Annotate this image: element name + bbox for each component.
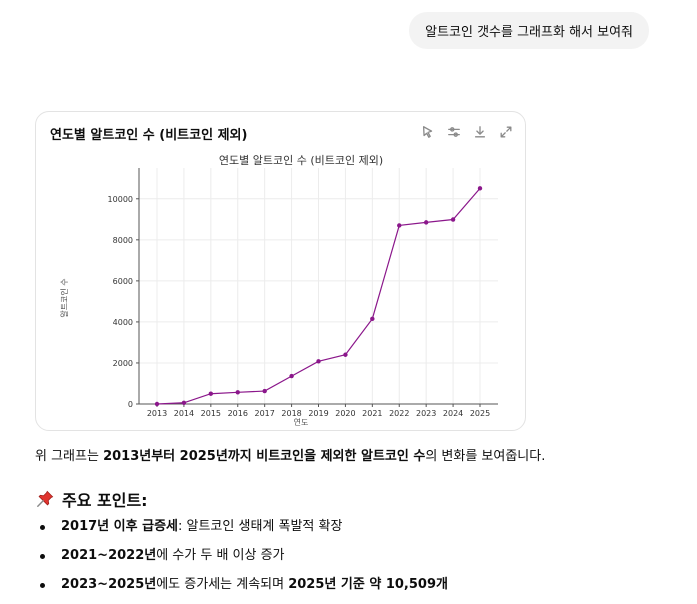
data-point (289, 373, 294, 379)
expand-button[interactable] (497, 123, 515, 141)
chart-card: 연도별 알트코인 수 (비트코인 제외) 연도별 알트코인 수 (비트코인 제외… (35, 111, 526, 431)
download-button[interactable] (471, 123, 489, 141)
x-tick-label: 2023 (416, 409, 436, 418)
y-tick-label: 0 (128, 400, 133, 409)
data-point (262, 388, 267, 394)
line-chart: 연도별 알트코인 수 (비트코인 제외) 0 2000 4000 6000 8000 10… (59, 153, 498, 427)
x-tick-label: 2019 (308, 409, 328, 418)
point-bold-2: 2025년 기준 약 10,509개 (288, 577, 448, 592)
data-point (235, 390, 240, 395)
pushpin-icon (36, 490, 54, 508)
point-text: 에 수가 두 배 이상 증가 (156, 548, 285, 563)
key-points-list: 2017년 이후 급증세: 알트코인 생태계 폭발적 확장 2021~2022년… (36, 517, 448, 604)
data-point (397, 223, 402, 228)
data-point (154, 401, 160, 407)
x-tick-label: 2022 (389, 409, 409, 418)
point-bold: 2017년 이후 급증세 (61, 519, 178, 534)
point-bold: 2021~2022년 (61, 548, 157, 563)
data-point (370, 316, 375, 322)
pointer-button[interactable] (419, 123, 437, 141)
y-axis-label: 알트코인 수 (59, 278, 69, 317)
y-axis-ticks: 0 2000 4000 6000 8000 10000 (108, 195, 139, 409)
list-item: 2021~2022년에 수가 두 배 이상 증가 (36, 546, 448, 575)
chart-caption: 위 그래프는 2013년부터 2025년까지 비트코인을 제외한 알트코인 수의… (35, 445, 545, 464)
data-point (477, 186, 483, 191)
point-text: : 알트코인 생태계 폭발적 확장 (178, 519, 343, 534)
list-item: 2017년 이후 급증세: 알트코인 생태계 폭발적 확장 (36, 517, 448, 546)
caption-suffix: 의 변화를 보여줍니다. (425, 449, 546, 464)
x-tick-label: 2024 (443, 409, 463, 418)
settings-button[interactable] (445, 123, 463, 141)
x-tick-label: 2020 (335, 409, 355, 418)
list-item: 2023~2025년에도 증가세는 계속되며 2025년 기준 약 10,509… (36, 575, 448, 604)
y-tick-label: 10000 (108, 195, 133, 204)
key-points-heading: 주요 포인트: (36, 487, 148, 511)
chart-series (154, 186, 483, 407)
x-tick-label: 2015 (201, 409, 221, 418)
user-message-bubble: 알트코인 갯수를 그래프화 해서 보여줘 (409, 12, 649, 49)
point-text: 에도 증가세는 계속되며 (156, 577, 289, 592)
x-tick-label: 2014 (174, 409, 194, 418)
x-tick-label: 2018 (281, 409, 301, 418)
point-bold: 2023~2025년 (61, 577, 157, 592)
data-point (343, 352, 348, 357)
user-message-text: 알트코인 갯수를 그래프화 해서 보여줘 (425, 25, 633, 40)
download-icon (474, 126, 486, 138)
expand-icon (500, 126, 512, 138)
caption-prefix: 위 그래프는 (35, 449, 104, 464)
x-tick-label: 2021 (362, 409, 382, 418)
settings-icon (448, 127, 460, 137)
x-axis-label: 연도 (294, 418, 309, 427)
y-tick-label: 8000 (113, 236, 133, 245)
data-point (450, 217, 456, 222)
y-tick-label: 2000 (113, 359, 133, 368)
caption-bold: 2013년부터 2025년까지 비트코인을 제외한 알트코인 수 (103, 449, 426, 464)
chart-toolbar (419, 123, 515, 141)
data-point (208, 391, 214, 396)
x-tick-label: 2025 (470, 409, 490, 418)
y-tick-label: 4000 (113, 318, 133, 327)
x-axis-ticks: 2013 2014 2015 2016 2017 2018 2019 2020 2021 2022… (147, 404, 490, 418)
x-tick-label: 2016 (228, 409, 248, 418)
chart-grid (139, 168, 498, 405)
y-tick-label: 6000 (113, 277, 133, 286)
x-tick-label: 2017 (254, 409, 274, 418)
chart-title: 연도별 알트코인 수 (비트코인 제외) (219, 153, 383, 167)
data-point (316, 359, 321, 364)
data-point (423, 220, 429, 225)
pointer-icon (422, 126, 433, 138)
data-point (181, 400, 187, 405)
chart-card-title: 연도별 알트코인 수 (비트코인 제외) (50, 128, 248, 143)
section-title: 주요 포인트: (62, 491, 148, 510)
x-tick-label: 2013 (147, 409, 167, 418)
